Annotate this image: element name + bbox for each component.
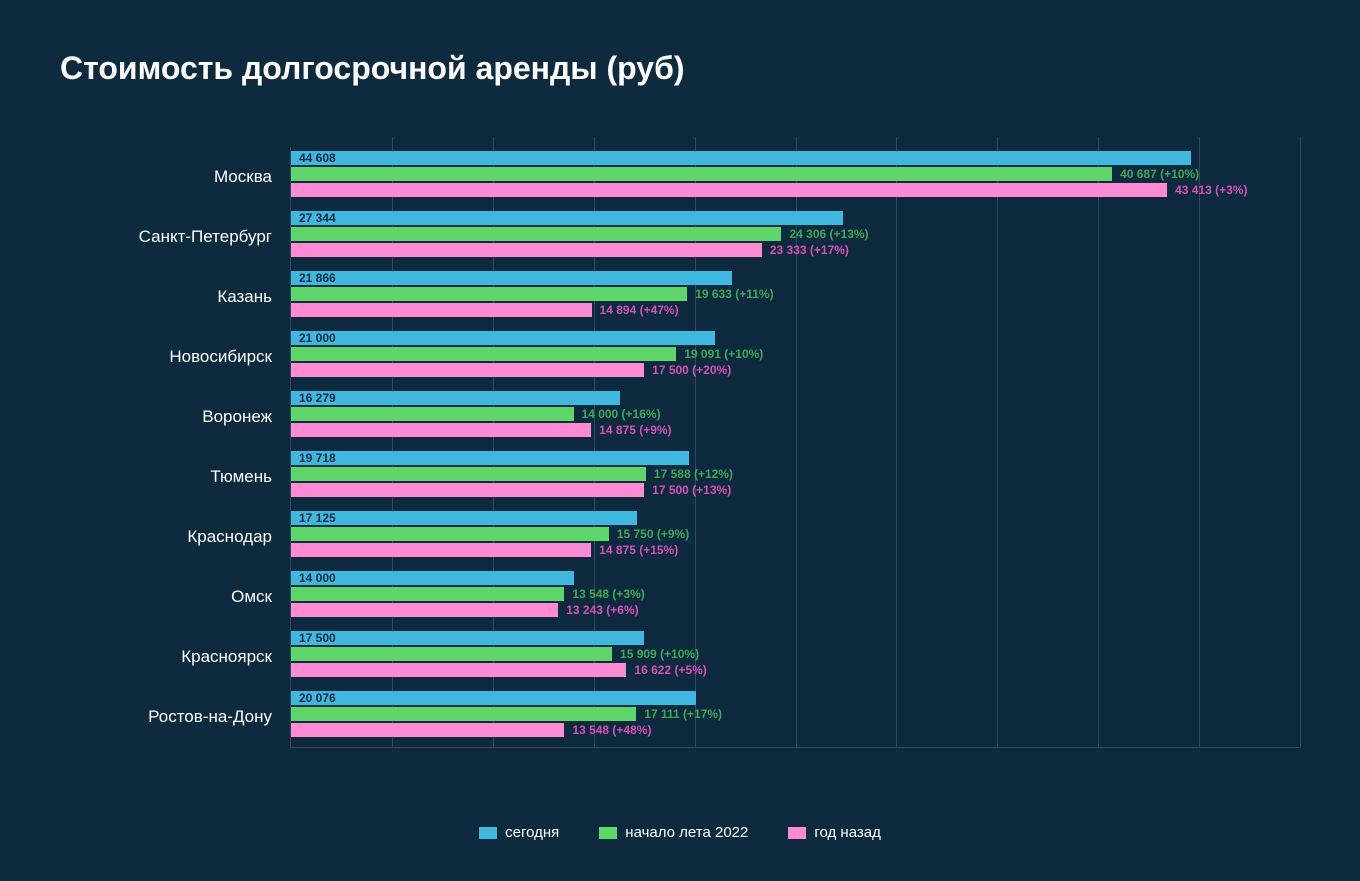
city-bar-group: 14 00013 548 (+3%)13 243 (+6%) (291, 567, 1300, 627)
city-bar-group: 27 344 24 306 (+13%) 23 333 (+17%) (291, 207, 1300, 267)
bar-today: 27 344 (291, 211, 843, 225)
legend-label: сегодня (505, 824, 559, 841)
bar-today: 20 076 (291, 691, 696, 705)
bar-summer22: 17 111 (+17%) (291, 707, 636, 721)
bar-summer22: 15 909 (+10%) (291, 647, 612, 661)
city-bar-group: 19 718 17 588 (+12%) 17 500 (+13%) (291, 447, 1300, 507)
chart-area: МоскваСанкт-ПетербургКазаньНовосибирскВо… (60, 147, 1300, 748)
bar-today: 17 500 (291, 631, 644, 645)
bar-today: 17 125 (291, 511, 637, 525)
bar-today: 21 866 (291, 271, 732, 285)
city-label: Воронеж (60, 387, 290, 447)
city-label: Красноярск (60, 627, 290, 687)
bar-value-label: 15 750 (+9%) (617, 527, 689, 541)
city-bar-group: 17 125 15 750 (+9%) 14 875 (+15%) (291, 507, 1300, 567)
bar-value-label: 24 306 (+13%) (789, 227, 868, 241)
bar-value-label: 19 718 (299, 451, 336, 465)
legend-label: начало лета 2022 (625, 824, 748, 841)
city-label: Омск (60, 567, 290, 627)
bar-yearago: 43 413 (+3%) (291, 183, 1167, 197)
bar-value-label: 19 633 (+11%) (695, 287, 773, 301)
bar-value-label: 15 909 (+10%) (620, 647, 699, 661)
legend-label: год назад (814, 824, 881, 841)
bar-value-label: 13 548 (+48%) (572, 723, 651, 737)
city-label: Краснодар (60, 507, 290, 567)
bar-summer22: 40 687 (+10%) (291, 167, 1112, 181)
bar-yearago: 14 875 (+9%) (291, 423, 591, 437)
bar-value-label: 16 622 (+5%) (634, 663, 706, 677)
gridline (1300, 137, 1301, 747)
bar-value-label: 27 344 (299, 211, 336, 225)
bar-yearago: 23 333 (+17%) (291, 243, 762, 257)
bar-value-label: 14 875 (+9%) (599, 423, 671, 437)
bar-value-label: 21 866 (299, 271, 336, 285)
bar-value-label: 14 875 (+15%) (599, 543, 678, 557)
legend: сегодня начало лета 2022 год назад (0, 824, 1360, 841)
bar-today: 16 279 (291, 391, 620, 405)
bar-value-label: 14 894 (+47%) (600, 303, 679, 317)
bar-yearago: 16 622 (+5%) (291, 663, 626, 677)
bar-summer22: 19 091 (+10%) (291, 347, 676, 361)
bars-column: 44 608 40 687 (+10%) 43 413 (+3%) 27 344 24 … (290, 147, 1300, 748)
city-label: Ростов-на-Дону (60, 687, 290, 747)
bar-value-label: 23 333 (+17%) (770, 243, 849, 257)
bar-value-label: 17 500 (299, 631, 336, 645)
bar-value-label: 21 000 (299, 331, 336, 345)
bar-value-label: 16 279 (299, 391, 336, 405)
bar-today: 44 608 (291, 151, 1191, 165)
city-labels-column: МоскваСанкт-ПетербургКазаньНовосибирскВо… (60, 147, 290, 748)
city-bar-group: 21 000 19 091 (+10%) 17 500 (+20%) (291, 327, 1300, 387)
bar-yearago: 14 894 (+47%) (291, 303, 592, 317)
bar-yearago: 13 243 (+6%) (291, 603, 558, 617)
city-bar-group: 21 866 19 633 (+11%) 14 894 (+47%) (291, 267, 1300, 327)
city-bar-group: 44 608 40 687 (+10%) 43 413 (+3%) (291, 147, 1300, 207)
bar-value-label: 13 243 (+6%) (566, 603, 638, 617)
legend-item: начало лета 2022 (599, 824, 748, 841)
bar-value-label: 13 548 (+3%) (572, 587, 644, 601)
city-bar-group: 16 279 14 000 (+16%) 14 875 (+9%) (291, 387, 1300, 447)
bar-yearago: 13 548 (+48%) (291, 723, 564, 737)
bar-value-label: 14 000 (299, 571, 336, 585)
city-bar-group: 17 500 15 909 (+10%) 16 622 (+5%) (291, 627, 1300, 687)
legend-item: сегодня (479, 824, 559, 841)
bar-summer22: 19 633 (+11%) (291, 287, 687, 301)
bar-summer22: 17 588 (+12%) (291, 467, 646, 481)
bar-value-label: 20 076 (299, 691, 336, 705)
legend-item: год назад (788, 824, 881, 841)
bar-summer22: 15 750 (+9%) (291, 527, 609, 541)
bar-value-label: 17 588 (+12%) (654, 467, 733, 481)
legend-swatch (788, 827, 806, 839)
bar-value-label: 14 000 (+16%) (582, 407, 661, 421)
bar-summer22: 13 548 (+3%) (291, 587, 564, 601)
city-label: Санкт-Петербург (60, 207, 290, 267)
bar-yearago: 17 500 (+13%) (291, 483, 644, 497)
bar-value-label: 44 608 (299, 151, 336, 165)
city-bar-group: 20 076 17 111 (+17%) 13 548 (+48%) (291, 687, 1300, 747)
bar-value-label: 17 500 (+20%) (652, 363, 731, 377)
legend-swatch (599, 827, 617, 839)
bar-value-label: 19 091 (+10%) (684, 347, 763, 361)
chart-title: Стоимость долгосрочной аренды (руб) (60, 50, 1300, 87)
bar-yearago: 14 875 (+15%) (291, 543, 591, 557)
bar-today: 14 000 (291, 571, 574, 585)
bar-yearago: 17 500 (+20%) (291, 363, 644, 377)
bar-value-label: 17 500 (+13%) (652, 483, 731, 497)
bar-value-label: 40 687 (+10%) (1120, 167, 1199, 181)
bar-today: 19 718 (291, 451, 689, 465)
legend-swatch (479, 827, 497, 839)
bar-value-label: 17 125 (299, 511, 336, 525)
bar-today: 21 000 (291, 331, 715, 345)
city-label: Казань (60, 267, 290, 327)
bar-summer22: 24 306 (+13%) (291, 227, 781, 241)
bar-value-label: 43 413 (+3%) (1175, 183, 1247, 197)
city-label: Москва (60, 147, 290, 207)
city-label: Тюмень (60, 447, 290, 507)
bar-value-label: 17 111 (+17%) (644, 707, 722, 721)
city-label: Новосибирск (60, 327, 290, 387)
bar-summer22: 14 000 (+16%) (291, 407, 574, 421)
